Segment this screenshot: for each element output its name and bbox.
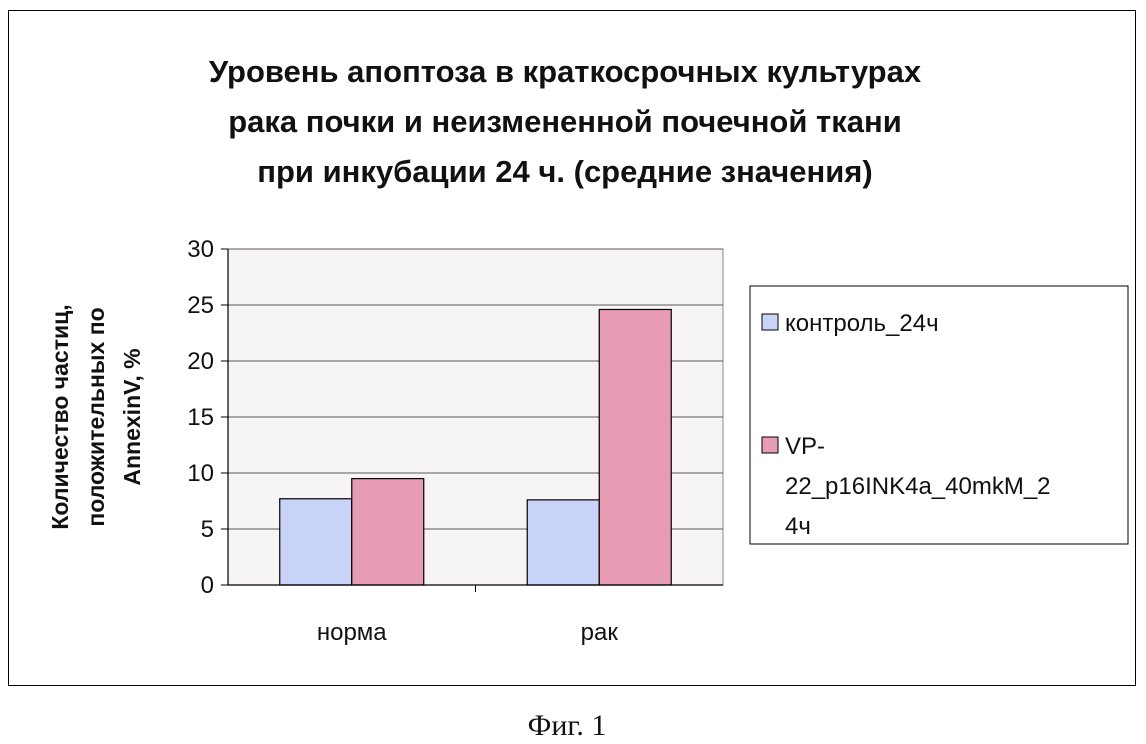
y-tick-label: 25 — [187, 292, 214, 319]
y-tick-label: 10 — [187, 460, 214, 487]
y-tick-labels: 0 5 10 15 20 25 30 — [187, 236, 214, 599]
x-category-label: норма — [317, 619, 387, 646]
y-axis-label-line: Количество частиц, — [47, 304, 73, 529]
y-axis-label: Количество частиц, положительных по Annexi… — [47, 304, 145, 529]
chart-title: Уровень апоптоза в краткосрочных культур… — [209, 54, 922, 189]
title-line: при инкубации 24 ч. (средние значения) — [257, 154, 872, 189]
legend-label-1: 4ч — [785, 513, 811, 540]
x-category-label: рак — [581, 619, 619, 646]
y-tick-label: 15 — [187, 404, 214, 431]
title-line: Уровень апоптоза в краткосрочных культур… — [209, 54, 922, 89]
bar-1-0 — [527, 500, 599, 585]
legend: контроль_24ч VP- 22_p16INK4a_40mkM_2 4ч — [750, 286, 1128, 544]
legend-label-0: контроль_24ч — [785, 310, 939, 337]
x-category-labels: норма рак — [317, 619, 618, 646]
legend-label-1: 22_p16INK4a_40mkM_2 — [785, 473, 1051, 500]
legend-swatch-0 — [762, 314, 778, 330]
y-axis-label-line: положительных по — [83, 307, 109, 526]
title-line: рака почки и неизмененной почечной ткани — [228, 104, 902, 139]
legend-label-1: VP- — [785, 433, 825, 460]
bar-0-0 — [280, 499, 352, 585]
figure-caption: Фиг. 1 — [528, 709, 607, 742]
bar-0-1 — [352, 479, 424, 585]
y-tick-label: 0 — [201, 572, 214, 599]
y-tick-label: 30 — [187, 236, 214, 263]
y-axis-label-line: AnnexinV, % — [119, 348, 145, 485]
y-tick-label: 20 — [187, 348, 214, 375]
bar-1-1 — [599, 309, 671, 585]
y-tick-label: 5 — [201, 516, 214, 543]
legend-swatch-1 — [762, 437, 778, 453]
